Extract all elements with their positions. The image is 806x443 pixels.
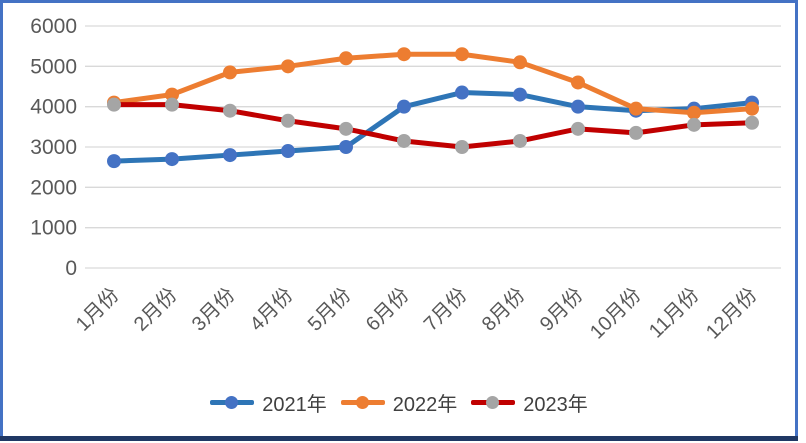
data-point-marker [165, 87, 179, 102]
y-axis-tick-label: 4000 [30, 96, 77, 119]
y-axis-tick-label: 1000 [30, 217, 77, 240]
legend-item-2023: 2023年 [471, 388, 588, 417]
data-point-marker [687, 105, 701, 120]
legend-label-2021: 2021年 [262, 393, 327, 416]
data-point-marker [281, 59, 295, 74]
y-axis-tick-label: 5000 [30, 55, 77, 78]
legend-swatch-2022 [340, 395, 385, 409]
data-point-marker [107, 154, 121, 169]
data-point-marker [281, 113, 295, 128]
y-axis-tick-label: 3000 [30, 136, 77, 159]
y-axis-tick-label: 6000 [30, 15, 77, 38]
series-line-2023年 [111, 102, 755, 150]
data-point-marker [455, 47, 469, 62]
data-point-marker [745, 115, 759, 130]
data-point-marker [687, 117, 701, 132]
legend-marker-icon [225, 395, 239, 409]
x-axis-tick-label: 8月份 [477, 283, 529, 335]
data-point-marker [629, 101, 643, 116]
chart-bottom-edge [0, 436, 798, 441]
legend-swatch-2021 [210, 395, 255, 409]
data-point-marker [397, 47, 411, 62]
x-axis-tick-label: 5月份 [303, 283, 355, 335]
data-point-marker [165, 97, 179, 112]
data-point-marker [571, 75, 585, 90]
data-point-marker [571, 99, 585, 114]
x-axis-tick-label: 7月份 [419, 283, 471, 335]
data-point-marker [629, 125, 643, 140]
data-point-marker [107, 97, 121, 112]
data-point-marker [513, 133, 527, 148]
x-axis-tick-label: 2月份 [129, 283, 181, 335]
data-point-marker [513, 55, 527, 70]
legend-marker-icon [355, 395, 369, 409]
x-axis-tick-label: 10月份 [585, 283, 645, 343]
legend-marker-icon [486, 395, 500, 409]
series-line-2022年 [111, 51, 755, 116]
x-axis-tick-label: 6月份 [361, 283, 413, 335]
legend-swatch-2023 [471, 395, 516, 409]
x-axis-tick-label: 9月份 [535, 283, 587, 335]
data-point-marker [745, 101, 759, 116]
data-point-marker [339, 51, 353, 66]
data-point-marker [397, 133, 411, 148]
data-point-marker [281, 144, 295, 159]
data-point-marker [571, 121, 585, 136]
data-point-marker [513, 87, 527, 102]
data-point-marker [397, 99, 411, 114]
data-point-marker [223, 65, 237, 80]
series-line-2021年 [111, 90, 755, 164]
data-point-marker [339, 140, 353, 155]
legend-item-2021: 2021年 [210, 388, 327, 417]
y-axis-tick-label: 0 [65, 257, 77, 280]
legend-item-2022: 2022年 [340, 388, 458, 417]
data-point-marker [455, 140, 469, 155]
x-axis-tick-label: 1月份 [71, 283, 123, 335]
x-axis-tick-label: 4月份 [245, 283, 297, 335]
x-axis-tick-label: 12月份 [701, 283, 761, 343]
x-axis-tick-label: 11月份 [644, 283, 703, 342]
legend-label-2022: 2022年 [392, 393, 458, 416]
data-point-marker [223, 103, 237, 118]
data-point-marker [165, 152, 179, 167]
data-point-marker [455, 85, 469, 100]
x-axis-tick-label: 3月份 [187, 283, 239, 335]
y-axis-tick-label: 2000 [30, 176, 77, 199]
chart-legend: 2021年 2022年 2023年 [0, 384, 798, 420]
data-point-marker [223, 148, 237, 163]
legend-label-2023: 2023年 [523, 393, 588, 416]
data-point-marker [339, 121, 353, 136]
